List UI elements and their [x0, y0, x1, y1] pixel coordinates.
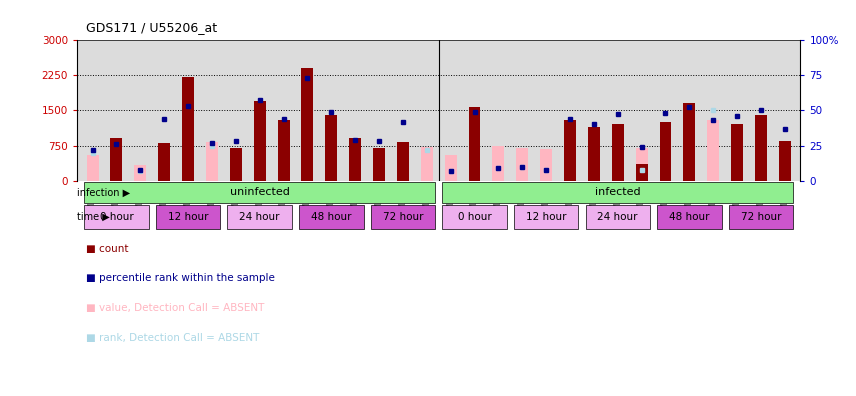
Text: ■ percentile rank within the sample: ■ percentile rank within the sample [86, 273, 275, 283]
Text: infected: infected [595, 187, 640, 198]
Text: ■ value, Detection Call = ABSENT: ■ value, Detection Call = ABSENT [86, 303, 264, 313]
Text: 0 hour: 0 hour [99, 212, 134, 222]
Bar [182, 77, 194, 181]
Bar [586, 205, 650, 229]
Text: ■ count: ■ count [86, 244, 128, 253]
Bar [657, 205, 722, 229]
Text: 72 hour: 72 hour [740, 212, 782, 222]
Bar [301, 68, 313, 181]
Bar [492, 146, 504, 181]
Text: 72 hour: 72 hour [383, 212, 423, 222]
Bar [299, 205, 364, 229]
Bar [612, 124, 624, 181]
Bar [134, 166, 146, 181]
Bar [514, 205, 579, 229]
Bar [86, 154, 98, 181]
Bar [158, 143, 170, 181]
Bar [443, 205, 507, 229]
Bar [707, 120, 719, 181]
Text: uninfected: uninfected [229, 187, 289, 198]
Text: ■ rank, Detection Call = ABSENT: ■ rank, Detection Call = ABSENT [86, 333, 259, 343]
Bar [728, 205, 794, 229]
Bar [443, 182, 794, 203]
Bar [588, 127, 600, 181]
Text: 48 hour: 48 hour [669, 212, 710, 222]
Text: 24 hour: 24 hour [597, 212, 638, 222]
Text: 0 hour: 0 hour [458, 212, 491, 222]
Text: 48 hour: 48 hour [311, 212, 352, 222]
Bar [206, 142, 218, 181]
Bar [229, 148, 241, 181]
Text: 12 hour: 12 hour [526, 212, 567, 222]
Bar [731, 124, 743, 181]
Bar [636, 148, 648, 181]
Bar [516, 148, 528, 181]
Bar [277, 120, 289, 181]
Bar [228, 205, 292, 229]
Bar [683, 103, 695, 181]
Bar [156, 205, 220, 229]
Bar [468, 107, 480, 181]
Bar [110, 139, 122, 181]
Text: 24 hour: 24 hour [240, 212, 280, 222]
Text: 12 hour: 12 hour [168, 212, 208, 222]
Bar [779, 141, 791, 181]
Bar [325, 115, 337, 181]
Bar [373, 148, 385, 181]
Bar [540, 149, 552, 181]
Bar [397, 142, 409, 181]
Bar [371, 205, 435, 229]
Text: infection ▶: infection ▶ [77, 187, 130, 198]
Bar [659, 122, 671, 181]
Text: GDS171 / U55206_at: GDS171 / U55206_at [86, 21, 217, 34]
Bar [421, 147, 433, 181]
Bar [253, 101, 265, 181]
Text: time ▶: time ▶ [77, 212, 110, 222]
Bar [755, 115, 767, 181]
Bar [444, 154, 456, 181]
Bar [564, 120, 576, 181]
Bar [636, 164, 648, 181]
Bar [84, 182, 435, 203]
Bar [84, 205, 149, 229]
Bar [349, 139, 361, 181]
